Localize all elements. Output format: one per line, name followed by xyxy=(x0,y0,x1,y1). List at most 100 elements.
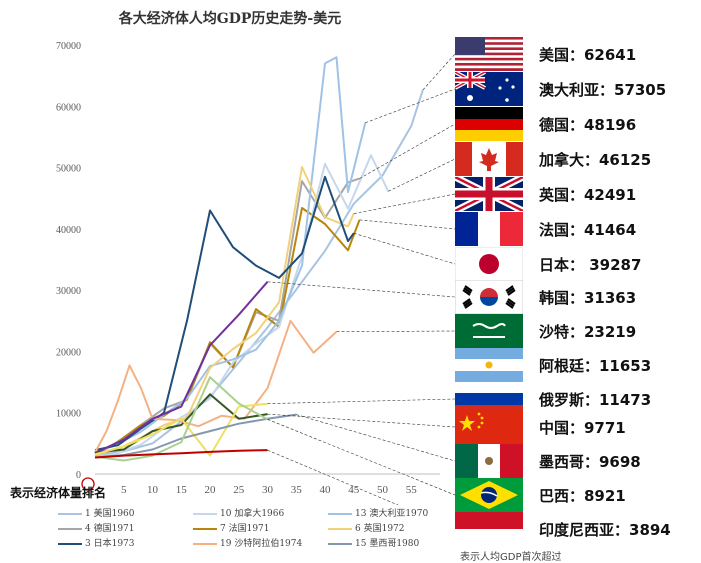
series-line-0 xyxy=(94,89,424,457)
leader-line xyxy=(422,53,455,91)
legend-label: 6 英国1972 xyxy=(355,524,405,534)
y-tick-label: 20000 xyxy=(56,347,81,358)
legend-item: 4 德国1971 xyxy=(58,521,135,534)
leader-line xyxy=(388,158,455,192)
series-line-8 xyxy=(94,281,269,455)
series-line-11 xyxy=(94,413,297,459)
country-label-russia: 俄罗斯：11473 xyxy=(539,391,652,409)
series-line-3 xyxy=(94,154,390,459)
country-label-brazil: 巴西：8921 xyxy=(539,487,626,505)
legend-item: 7 法国1971 xyxy=(193,521,270,534)
rank-marker-circle xyxy=(81,477,95,491)
saudi-flag-icon xyxy=(455,314,523,348)
y-tick-label: 10000 xyxy=(56,409,81,420)
country-label-mexico: 墨西哥：9698 xyxy=(539,453,641,471)
country-label-korea: 韩国：31363 xyxy=(539,289,637,307)
legend-label: 7 法国1971 xyxy=(220,524,270,534)
leader-line xyxy=(267,449,399,505)
x-tick-label: 30 xyxy=(262,484,274,496)
x-tick-label: 55 xyxy=(406,484,418,496)
legend-swatch xyxy=(193,512,217,515)
x-tick-label: 25 xyxy=(233,484,245,496)
series-line-6 xyxy=(94,175,355,452)
canada-flag-icon xyxy=(455,142,523,176)
legend-label: 19 沙特阿拉伯1974 xyxy=(220,539,303,549)
series-line-2 xyxy=(94,207,361,455)
series-line-9 xyxy=(94,393,268,454)
legend-swatch xyxy=(328,512,352,515)
x-tick-label: 50 xyxy=(377,484,389,496)
country-label-saudi: 沙特：23219 xyxy=(539,323,637,341)
legend-label: 15 墨西哥1980 xyxy=(355,539,420,549)
country-label-indonesia: 印度尼西亚：3894 xyxy=(539,521,671,539)
series-line-4 xyxy=(94,56,367,455)
leader-line xyxy=(353,232,455,265)
leader-line xyxy=(359,123,455,179)
line-chart: 0 10000 20000 30000 40000 50000 60000 70000 5 10 1… xyxy=(56,41,455,505)
y-tick-label: 40000 xyxy=(56,225,81,236)
x-tick-label: 20 xyxy=(205,484,217,496)
legend-swatch xyxy=(193,542,217,545)
legend-item: 1 美国1960 xyxy=(58,506,135,519)
x-tick-label: 15 xyxy=(176,484,188,496)
usa-flag-icon xyxy=(455,37,523,71)
mexico-flag-icon xyxy=(455,444,523,478)
series-line-7 xyxy=(94,319,338,454)
y-tick-label: 60000 xyxy=(56,102,81,113)
leader-line xyxy=(267,419,455,496)
legend-item: 15 墨西哥1980 xyxy=(328,536,419,549)
brazil-flag-icon xyxy=(455,478,523,512)
leader-line xyxy=(267,398,455,404)
x-tick-label: 45 xyxy=(348,484,360,496)
country-label-canada: 加拿大：46125 xyxy=(539,151,652,169)
legend-item: 3 日本1973 xyxy=(58,536,135,549)
country-label-uk: 英国：42491 xyxy=(539,186,637,204)
legend-swatch xyxy=(328,542,352,545)
country-label-japan: 日本： 39287 xyxy=(539,256,642,274)
leader-line xyxy=(267,281,455,298)
country-label-china: 中国：9771 xyxy=(539,419,626,437)
legend-item: 6 英国1972 xyxy=(328,521,405,534)
indonesia-flag-icon xyxy=(455,512,523,546)
legend-item: 13 澳大利亚1970 xyxy=(328,506,428,519)
chart-legend: 1 美国1960 10 加拿大1966 13 澳大利亚1970 4 德国1971 7 法… xyxy=(58,506,458,557)
france-flag-icon xyxy=(455,212,523,246)
country-label-argentina: 阿根廷：11653 xyxy=(539,357,652,375)
legend-swatch xyxy=(58,527,82,530)
uk-flag-icon xyxy=(455,177,523,211)
leader-line xyxy=(296,414,455,462)
y-tick-label: 0 xyxy=(76,470,81,481)
footer-note: 表示人均GDP首次超过 xyxy=(460,552,562,563)
legend-label: 1 美国1960 xyxy=(85,509,135,519)
korea-flag-icon xyxy=(455,280,523,314)
x-tick-label: 40 xyxy=(320,484,332,496)
china-flag-icon xyxy=(455,410,523,444)
country-label-france: 法国：41464 xyxy=(539,221,637,239)
legend-item: 19 沙特阿拉伯1974 xyxy=(193,536,302,549)
legend-swatch xyxy=(58,542,82,545)
series-line-10 xyxy=(94,402,268,457)
australia-flag-icon xyxy=(455,72,523,106)
leader-line xyxy=(359,219,455,230)
argentina-flag-icon xyxy=(455,348,523,382)
x-tick-label: 35 xyxy=(291,484,303,496)
series-line-12 xyxy=(94,376,268,462)
rank-note: 表示经济体量排名 xyxy=(10,486,107,500)
x-tick-label: 5 xyxy=(121,484,127,496)
legend-swatch xyxy=(58,512,82,515)
japan-flag-icon xyxy=(455,247,523,281)
germany-flag-icon xyxy=(455,107,523,141)
legend-label: 13 澳大利亚1970 xyxy=(355,509,429,519)
leader-line xyxy=(336,330,455,333)
legend-swatch xyxy=(328,527,352,530)
y-tick-label: 70000 xyxy=(56,41,81,52)
x-tick-label: 10 xyxy=(147,484,159,496)
y-tick-label: 30000 xyxy=(56,286,81,297)
legend-label: 4 德国1971 xyxy=(85,524,135,534)
leader-line xyxy=(365,88,455,124)
chart-title: 各大经济体人均GDP历史走势-美元 xyxy=(118,11,342,27)
y-tick-label: 50000 xyxy=(56,164,81,175)
legend-label: 10 加拿大1966 xyxy=(220,509,285,519)
legend-swatch xyxy=(193,527,217,530)
legend-label: 3 日本1973 xyxy=(85,539,135,549)
